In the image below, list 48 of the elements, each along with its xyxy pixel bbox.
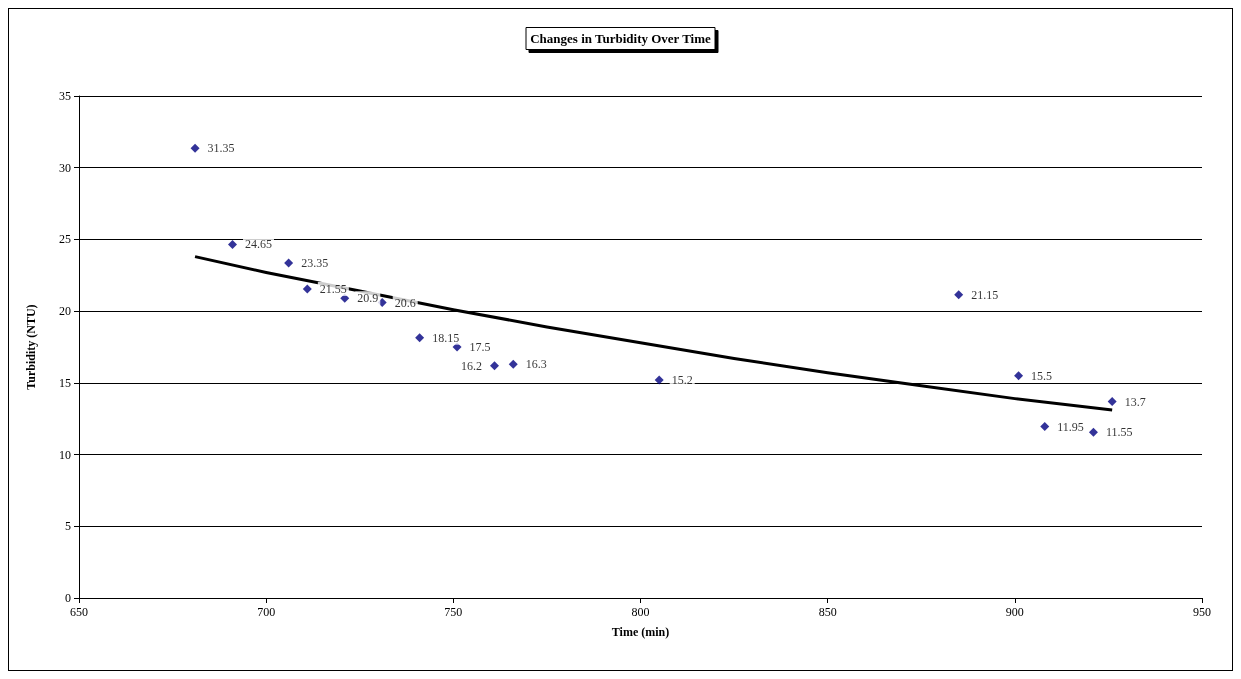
chart-title: Changes in Turbidity Over Time <box>530 31 712 46</box>
data-label: 24.65 <box>244 237 272 252</box>
point <box>490 361 500 371</box>
data-label: 11.55 <box>1105 425 1133 440</box>
y-tick-label: 35 <box>59 89 71 103</box>
y-tick-label: 0 <box>65 591 71 605</box>
point <box>227 239 237 249</box>
point <box>1088 427 1098 437</box>
data-label: 16.2 <box>461 358 483 373</box>
data-label: 20.6 <box>394 295 416 310</box>
point <box>1107 397 1117 406</box>
point <box>415 333 425 343</box>
point <box>1014 371 1024 381</box>
x-tick-label: 900 <box>1005 605 1024 619</box>
data-label: 15.2 <box>671 372 693 387</box>
x-tick-label: 800 <box>631 605 650 619</box>
x-tick-label: 750 <box>444 605 463 619</box>
x-axis-title: Time (min) <box>611 625 670 639</box>
y-tick-label: 25 <box>59 232 71 247</box>
point <box>284 258 294 268</box>
y-axis-title: Turbidity (NTU) <box>24 304 38 390</box>
data-label: 21.15 <box>971 287 999 302</box>
x-tick-label: 700 <box>257 605 276 619</box>
point <box>954 290 964 300</box>
point <box>654 375 664 385</box>
x-tick-label: 850 <box>818 605 837 619</box>
data-label: 17.5 <box>469 340 491 354</box>
data-label: 31.35 <box>207 141 235 156</box>
data-label: 20.9 <box>357 291 379 306</box>
data-label: 13.7 <box>1124 394 1146 409</box>
y-tick-label: 10 <box>59 447 71 462</box>
point <box>377 298 387 308</box>
y-tick-label: 15 <box>59 375 71 390</box>
data-label: 15.5 <box>1031 368 1053 383</box>
x-tick-label: 950 <box>1193 605 1211 619</box>
y-tick-label: 20 <box>59 304 71 319</box>
point <box>302 284 312 294</box>
point <box>190 143 200 153</box>
data-label: 11.95 <box>1057 419 1084 434</box>
data-label: 16.3 <box>525 357 547 372</box>
x-tick-label: 650 <box>70 605 88 619</box>
point <box>508 359 518 369</box>
data-label: 23.35 <box>301 256 329 271</box>
data-label: 18.15 <box>432 330 460 345</box>
y-tick-label: 5 <box>65 519 71 534</box>
point <box>1040 422 1050 432</box>
y-tick-label: 30 <box>59 160 71 175</box>
data-label: 21.55 <box>319 281 347 296</box>
